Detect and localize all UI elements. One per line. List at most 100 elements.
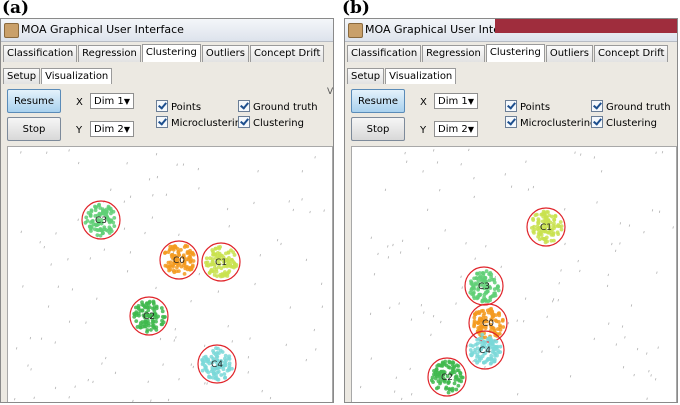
- subtab-visualization[interactable]: Visualization: [41, 68, 113, 84]
- cluster-c3: C3: [464, 266, 504, 306]
- tab-outliers[interactable]: Outliers: [201, 45, 250, 62]
- sub-tabs: Setup Visualization: [3, 64, 113, 84]
- noise-point: [54, 341, 56, 344]
- cluster-point: [476, 321, 480, 326]
- noise-point: [257, 169, 259, 173]
- subtab-visualization[interactable]: Visualization: [385, 68, 457, 84]
- cluster-point: [551, 223, 556, 228]
- tab-clustering[interactable]: Clustering: [485, 44, 545, 62]
- cluster-point: [101, 231, 105, 236]
- points-checkbox[interactable]: Points: [505, 100, 550, 113]
- tab-concept-drift[interactable]: Concept Drift: [594, 45, 669, 62]
- tab-regression[interactable]: Regression: [78, 45, 141, 62]
- noise-point: [558, 345, 560, 349]
- subtab-setup[interactable]: Setup: [3, 68, 41, 84]
- noise-point: [619, 242, 621, 245]
- noise-point: [650, 374, 652, 377]
- noise-point: [301, 198, 303, 201]
- microclustering-checkbox[interactable]: Microclustering: [156, 116, 247, 129]
- y-dim-select[interactable]: Dim 2 ▼: [434, 121, 478, 137]
- noise-point: [411, 393, 413, 396]
- noise-point: [439, 188, 441, 192]
- microclustering-checkbox[interactable]: Microclustering: [505, 116, 596, 129]
- resume-button[interactable]: Resume: [7, 89, 61, 113]
- cluster-c0: C0: [159, 240, 199, 280]
- checkmark-icon: [156, 116, 168, 128]
- cluster-point: [188, 257, 193, 262]
- x-dim-select[interactable]: Dim 1 ▼: [434, 93, 478, 109]
- cluster-point: [472, 315, 477, 320]
- tab-classification[interactable]: Classification: [3, 45, 78, 62]
- visualization-canvas[interactable]: C1 C3 C0 C4 C2: [351, 146, 677, 402]
- cluster-point: [232, 262, 237, 266]
- noise-point: [507, 322, 510, 325]
- clustering-checkbox[interactable]: Clustering: [591, 116, 657, 129]
- y-dim-select[interactable]: Dim 2 ▼: [90, 121, 134, 137]
- noise-point: [320, 282, 323, 285]
- stop-button[interactable]: Stop: [351, 117, 405, 141]
- cluster-point: [209, 262, 214, 267]
- cluster-point: [543, 237, 548, 242]
- resume-button[interactable]: Resume: [351, 89, 405, 113]
- tab-regression[interactable]: Regression: [422, 45, 485, 62]
- noise-point: [167, 398, 170, 402]
- noise-point: [173, 339, 175, 342]
- cluster-point: [438, 376, 443, 381]
- points-label: Points: [520, 102, 551, 113]
- cluster-point: [211, 358, 216, 363]
- cluster-point: [488, 286, 493, 290]
- noise-point: [254, 282, 256, 286]
- ground-truth-checkbox[interactable]: Ground truth: [591, 100, 671, 113]
- cluster-point: [204, 256, 209, 261]
- noise-point: [190, 299, 192, 303]
- cluster-point: [134, 313, 139, 318]
- tab-concept-drift[interactable]: Concept Drift: [250, 45, 325, 62]
- noise-point: [39, 241, 41, 244]
- points-checkbox[interactable]: Points: [156, 100, 201, 113]
- noise-point: [217, 290, 220, 293]
- noise-point: [176, 163, 178, 166]
- noise-point: [126, 162, 128, 165]
- x-dim-select[interactable]: Dim 1 ▼: [90, 93, 134, 109]
- noise-point: [504, 173, 506, 176]
- cluster-point: [534, 212, 539, 217]
- cluster-point: [483, 345, 488, 350]
- cluster-point: [439, 363, 444, 368]
- noise-point: [569, 375, 572, 378]
- cluster-point: [176, 263, 181, 267]
- cluster-point: [99, 220, 104, 225]
- tab-classification[interactable]: Classification: [347, 45, 422, 62]
- noise-point: [276, 238, 279, 242]
- subtab-setup[interactable]: Setup: [347, 68, 385, 84]
- sub-tabs: Setup Visualization: [347, 64, 457, 84]
- cluster-point: [453, 375, 458, 380]
- noise-point: [472, 359, 474, 363]
- noise-point: [430, 333, 432, 337]
- ground-truth-checkbox[interactable]: Ground truth: [238, 100, 318, 113]
- cluster-point: [532, 230, 536, 235]
- tab-outliers[interactable]: Outliers: [545, 45, 594, 62]
- noise-point: [564, 208, 566, 211]
- cluster-point: [140, 324, 145, 329]
- noise-point: [410, 318, 413, 321]
- cluster-point: [141, 303, 146, 308]
- cluster-point: [98, 206, 103, 210]
- tab-clustering[interactable]: Clustering: [141, 44, 201, 62]
- cluster-point: [144, 311, 149, 315]
- clustering-checkbox[interactable]: Clustering: [238, 116, 304, 129]
- cluster-point: [484, 284, 489, 289]
- cluster-point: [171, 247, 176, 252]
- noise-point: [466, 345, 469, 348]
- cluster-point: [107, 227, 112, 231]
- cluster-point: [224, 358, 228, 363]
- noise-point: [399, 251, 402, 254]
- noise-point: [288, 200, 290, 203]
- cluster-point: [227, 255, 231, 260]
- visualization-canvas[interactable]: C3 C0 C1 C2 C4: [7, 146, 333, 402]
- noise-point: [646, 397, 648, 400]
- stop-button[interactable]: Stop: [7, 117, 61, 141]
- cluster-point: [220, 272, 225, 277]
- noise-point: [68, 149, 70, 152]
- cluster-c4: C4: [197, 344, 237, 384]
- cluster-point: [105, 215, 110, 219]
